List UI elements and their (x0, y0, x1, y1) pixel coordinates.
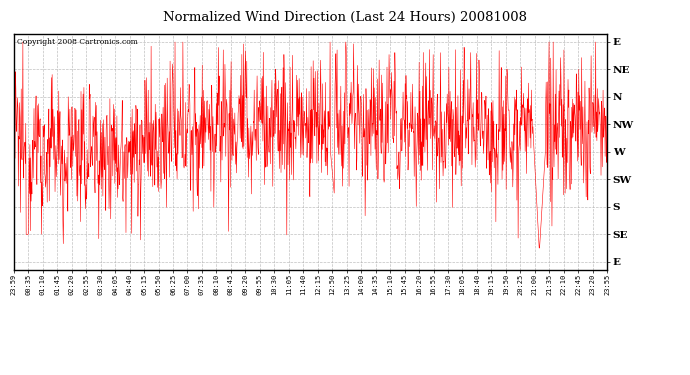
Text: Normalized Wind Direction (Last 24 Hours) 20081008: Normalized Wind Direction (Last 24 Hours… (163, 11, 527, 24)
Text: Copyright 2008 Cartronics.com: Copyright 2008 Cartronics.com (17, 39, 137, 46)
